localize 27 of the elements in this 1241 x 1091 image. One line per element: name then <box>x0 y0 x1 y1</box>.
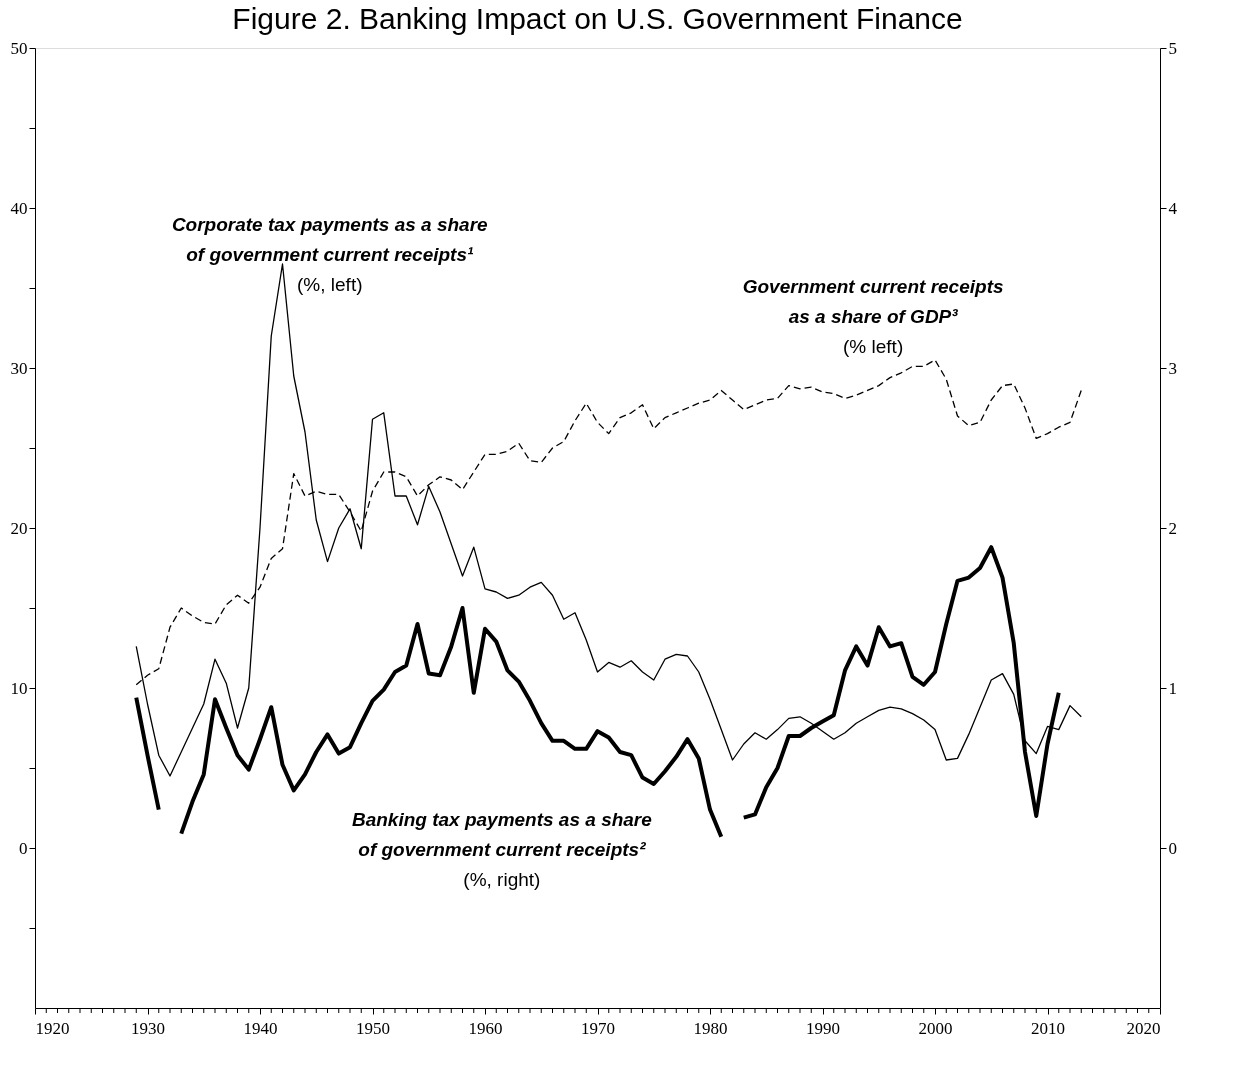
y2-tick-label: 1 <box>1168 678 1177 698</box>
x-tick-label: 1940 <box>243 1018 278 1038</box>
y2-tick-label: 5 <box>1168 38 1177 58</box>
y-tick-label: 50 <box>10 38 28 58</box>
y2-tick-label: 3 <box>1168 358 1177 378</box>
series-label: Government current receipts as a share of GDP³ (% left) <box>742 276 1004 358</box>
series-label: Banking tax payments as a share of government current receipts² (%, right) <box>351 809 653 891</box>
x-tick-label: 1970 <box>581 1018 615 1038</box>
x-tick-label: 2020 <box>1126 1018 1161 1038</box>
x-tick-label: 1980 <box>693 1018 728 1038</box>
y-tick-label: 40 <box>10 198 28 218</box>
x-tick-label: 1920 <box>35 1018 70 1038</box>
y2-tick-label: 4 <box>1168 198 1178 218</box>
x-tick-label: 1960 <box>468 1018 503 1038</box>
y-tick-label: 20 <box>10 518 28 538</box>
y2-tick-label: 2 <box>1168 518 1177 538</box>
chart-title: Figure 2. Banking Impact on U.S. Government Finance <box>232 2 963 35</box>
y2-tick-label: 0 <box>1168 838 1177 858</box>
x-tick-label: 1990 <box>806 1018 840 1038</box>
x-tick-label: 2000 <box>918 1018 953 1038</box>
x-tick-label: 1930 <box>131 1018 165 1038</box>
text: Corporate tax payments as a share of government current receipts¹ (%, left) <box>171 214 489 295</box>
y-tick-label: 0 <box>19 838 28 858</box>
x-tick-label: 1950 <box>356 1018 390 1038</box>
y-tick-label: 30 <box>10 358 28 378</box>
y-tick-label: 10 <box>10 678 28 698</box>
x-tick-label: 2010 <box>1031 1018 1065 1038</box>
